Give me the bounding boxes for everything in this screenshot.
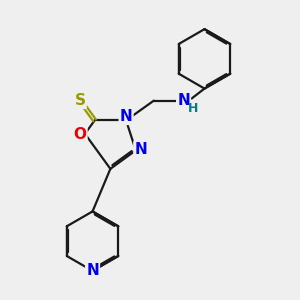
Text: N: N xyxy=(134,142,147,157)
Text: N: N xyxy=(120,109,133,124)
Text: H: H xyxy=(188,102,199,115)
Text: S: S xyxy=(75,93,86,108)
Text: N: N xyxy=(86,263,99,278)
Text: N: N xyxy=(177,93,190,108)
Text: O: O xyxy=(74,127,86,142)
